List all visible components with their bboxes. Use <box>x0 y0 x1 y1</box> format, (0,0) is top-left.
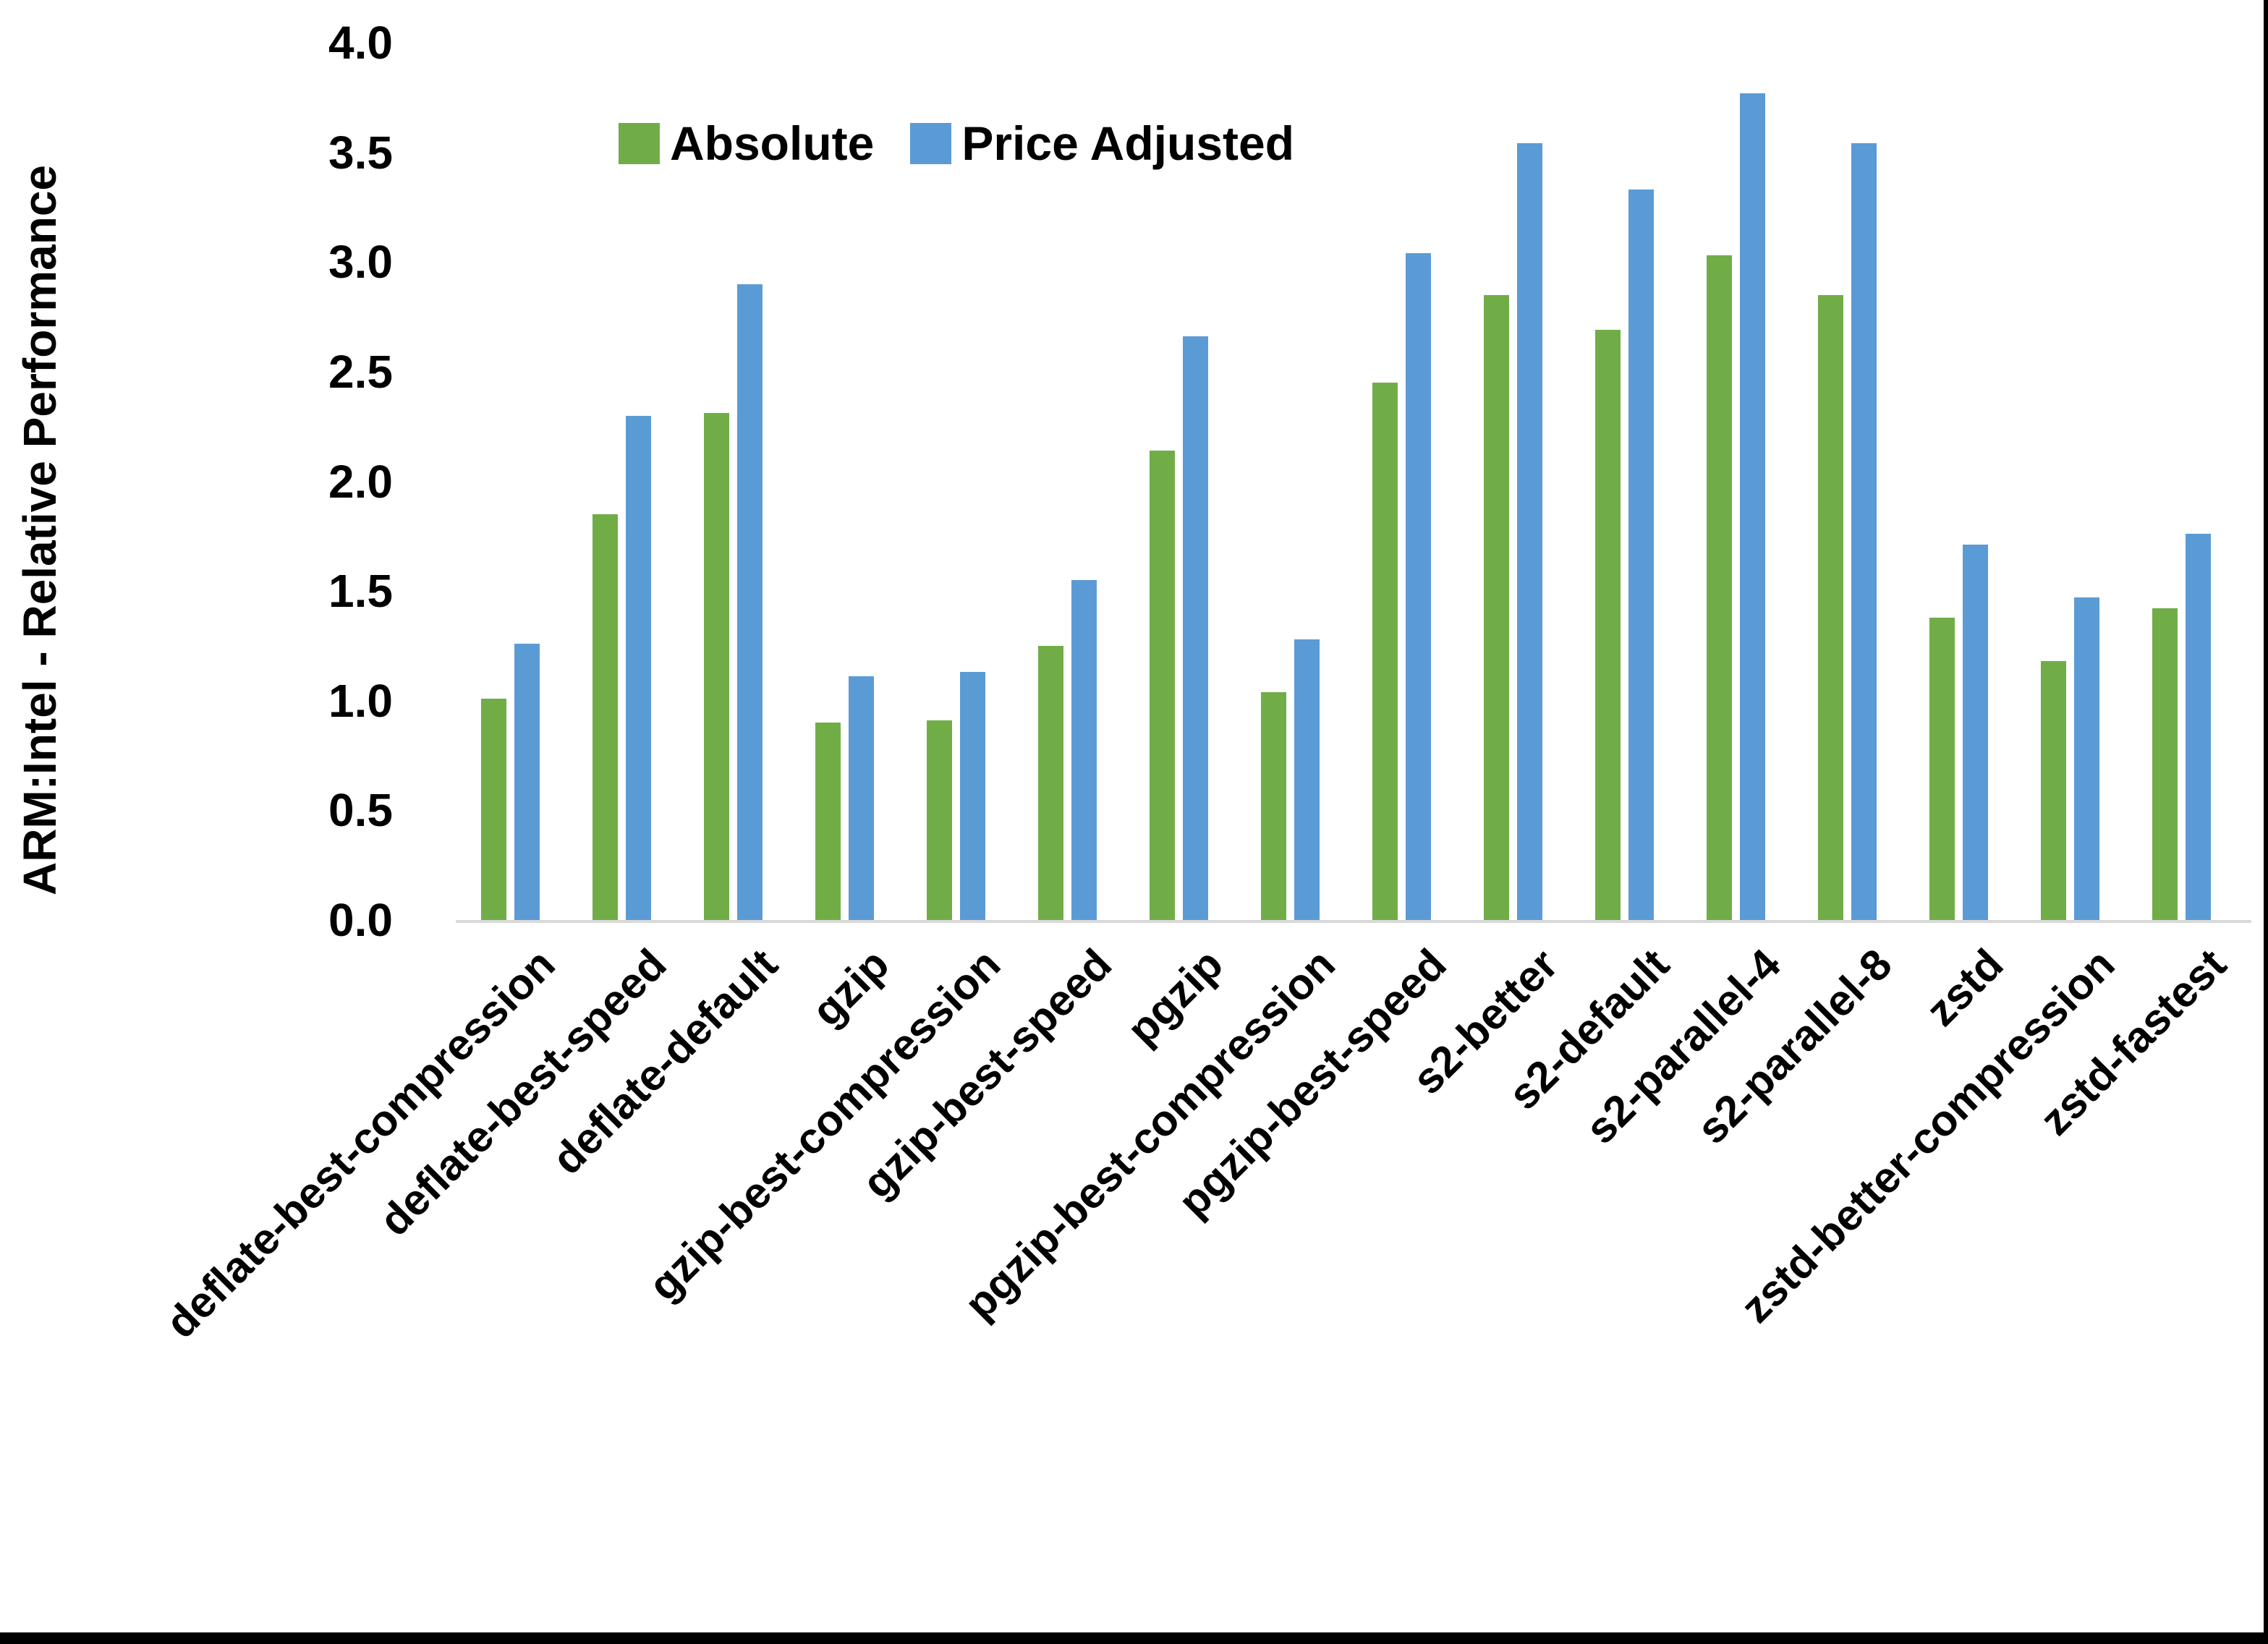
legend-label-price-adjusted: Price Adjusted <box>961 116 1295 170</box>
bar-absolute-gzip-best-compression <box>927 720 952 920</box>
bar-absolute-deflate-best-compression <box>481 698 506 920</box>
y-tick-label: 0.0 <box>328 894 393 946</box>
y-tick-label: 2.0 <box>328 455 393 508</box>
y-tick-label: 1.5 <box>328 565 393 618</box>
y-tick-label: 1.0 <box>328 674 393 727</box>
y-tick-label: 2.5 <box>328 345 393 398</box>
legend-swatch-price-adjusted <box>910 122 952 164</box>
bar-price-adjusted-deflate-best-compression <box>514 643 540 920</box>
legend-item-price-adjusted: Price Adjusted <box>910 119 1294 167</box>
y-tick-label: 4.0 <box>328 17 393 69</box>
bar-price-adjusted-zstd-better-compression <box>2074 597 2099 920</box>
bar-absolute-pgzip-best-speed <box>1372 383 1398 920</box>
bar-absolute-deflate-default <box>704 413 729 920</box>
bar-absolute-pgzip <box>1150 451 1175 920</box>
window-edge-bottom <box>0 1632 2268 1644</box>
bar-price-adjusted-gzip-best-compression <box>960 672 985 920</box>
bar-price-adjusted-deflate-best-speed <box>626 415 651 920</box>
bar-price-adjusted-s2-better <box>1517 143 1542 920</box>
bar-price-adjusted-gzip <box>849 676 874 920</box>
bar-price-adjusted-pgzip-best-speed <box>1406 253 1431 920</box>
x-category-label-zstd: zstd <box>1916 940 2013 1036</box>
bar-price-adjusted-zstd <box>1963 545 1988 920</box>
bar-absolute-zstd-fastest <box>2152 608 2178 920</box>
bar-price-adjusted-s2-default <box>1628 189 1654 920</box>
legend-item-absolute: Absolute <box>619 119 874 167</box>
bar-price-adjusted-s2-parallel-8 <box>1851 143 1877 920</box>
y-tick-label: 3.5 <box>328 126 393 179</box>
y-axis-title: ARM:Intel - Relative Performance <box>14 164 66 895</box>
window-edge-right <box>2264 0 2268 1644</box>
chart-legend: Absolute Price Adjusted <box>619 119 1294 167</box>
bar-absolute-zstd <box>1929 617 1955 920</box>
bar-price-adjusted-pgzip-best-compression <box>1294 639 1320 920</box>
bar-price-adjusted-zstd-fastest <box>2186 534 2211 920</box>
bar-absolute-s2-parallel-4 <box>1707 255 1732 920</box>
bar-absolute-zstd-better-compression <box>2041 661 2066 920</box>
x-category-label-gzip: gzip <box>802 940 899 1036</box>
bar-absolute-deflate-best-speed <box>593 514 618 920</box>
bar-price-adjusted-pgzip <box>1183 336 1208 920</box>
legend-swatch-absolute <box>619 122 660 164</box>
bar-absolute-s2-better <box>1484 294 1509 920</box>
bar-absolute-gzip-best-speed <box>1038 645 1063 920</box>
y-tick-label: 3.0 <box>328 236 393 289</box>
bar-price-adjusted-deflate-default <box>737 284 763 920</box>
bar-price-adjusted-gzip-best-speed <box>1071 579 1097 920</box>
bar-absolute-s2-parallel-8 <box>1818 294 1843 920</box>
x-axis-line <box>456 920 2251 923</box>
legend-label-absolute: Absolute <box>670 116 875 170</box>
bar-price-adjusted-s2-parallel-4 <box>1740 93 1765 920</box>
bar-absolute-pgzip-best-compression <box>1261 691 1286 920</box>
y-tick-label: 0.5 <box>328 784 393 837</box>
bar-absolute-gzip <box>815 723 841 920</box>
bar-absolute-s2-default <box>1595 330 1621 920</box>
